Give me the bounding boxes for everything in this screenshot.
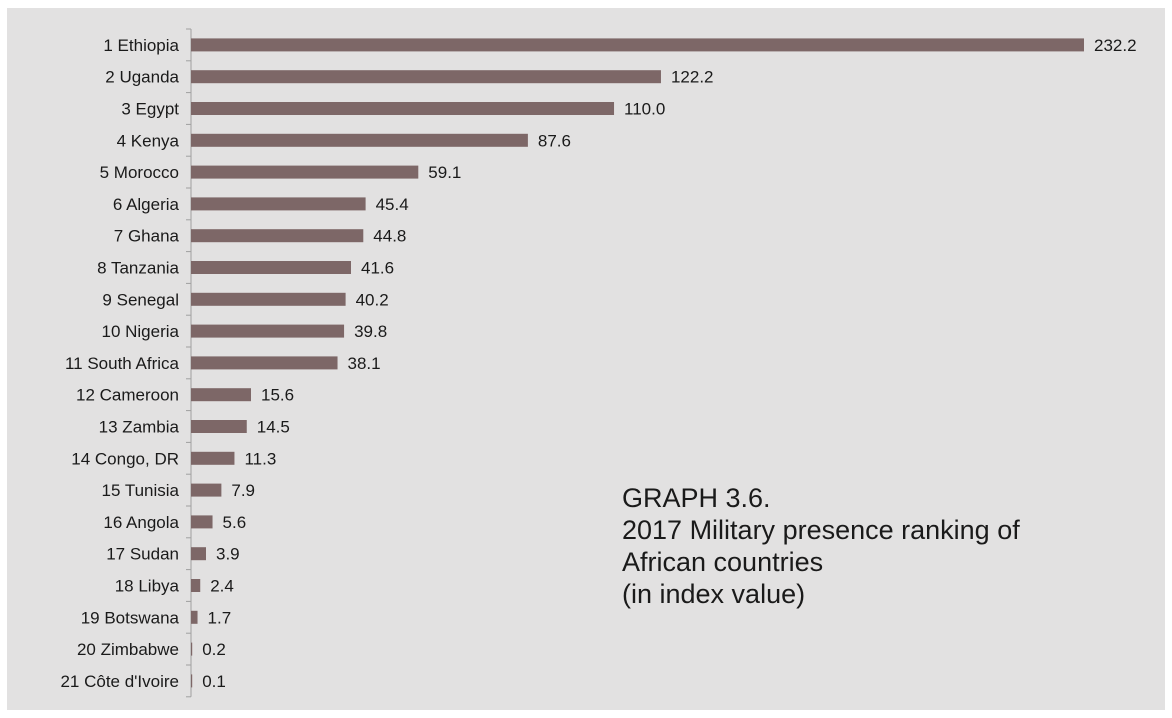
value-label: 40.2 (356, 290, 389, 309)
bar-chart: 1 Ethiopia 2 Uganda 3 Egypt 4 Kenya 5 Morocc… (60, 28, 1137, 698)
category-label: 19 Botswana (81, 608, 180, 627)
value-labels: 232.2 122.2 110.0 87.6 59.1 45.4 44.8 41.6 40.2 3… (202, 36, 1136, 691)
value-label: 15.6 (261, 386, 294, 405)
bar (191, 229, 364, 243)
category-labels: 1 Ethiopia 2 Uganda 3 Egypt 4 Kenya 5 Morocc… (60, 36, 179, 691)
category-label: 12 Cameroon (76, 386, 179, 405)
bar (191, 483, 222, 497)
category-label: 5 Morocco (100, 163, 179, 182)
value-label: 87.6 (538, 131, 571, 150)
bar (191, 610, 198, 624)
chart-title-line: 2017 Military presence ranking of (622, 515, 1020, 545)
category-label: 14 Congo, DR (71, 449, 179, 468)
category-label: 1 Ethiopia (103, 36, 179, 55)
bar (191, 515, 213, 529)
bar (191, 642, 193, 656)
bar (191, 70, 661, 84)
category-label: 17 Sudan (106, 545, 179, 564)
chart-title-line: (in index value) (622, 579, 806, 609)
value-label: 110.0 (624, 100, 665, 119)
value-label: 7.9 (231, 481, 255, 500)
bar (191, 420, 247, 433)
chart-title-line: African countries (622, 547, 824, 577)
category-axis (186, 28, 192, 698)
category-label: 3 Egypt (121, 100, 179, 119)
value-label: 41.6 (361, 259, 394, 278)
chart-title: GRAPH 3.6. 2017 Military presence rankin… (622, 482, 1142, 610)
category-label: 21 Côte d'Ivoire (60, 672, 179, 691)
category-label: 7 Ghana (114, 227, 180, 246)
bar (191, 579, 201, 592)
bar (191, 197, 366, 211)
value-label: 0.1 (202, 672, 226, 691)
bar (191, 324, 345, 338)
category-label: 13 Zambia (99, 418, 180, 437)
bar (191, 165, 419, 179)
category-label: 10 Nigeria (102, 322, 180, 341)
category-label: 15 Tunisia (102, 481, 180, 500)
bar (191, 388, 251, 402)
bar (191, 133, 528, 147)
category-label: 18 Libya (115, 577, 180, 596)
category-label: 20 Zimbabwe (77, 640, 179, 659)
bar (191, 674, 193, 688)
category-label: 9 Senegal (102, 290, 179, 309)
category-label: 2 Uganda (105, 68, 179, 87)
bar (191, 356, 338, 370)
bar (191, 102, 615, 115)
value-label: 59.1 (428, 163, 461, 182)
category-label: 11 South Africa (65, 354, 180, 373)
value-label: 44.8 (373, 227, 406, 246)
category-label: 6 Algeria (113, 195, 180, 214)
value-label: 38.1 (348, 354, 381, 373)
value-label: 39.8 (354, 322, 387, 341)
value-label: 14.5 (257, 418, 290, 437)
bar (191, 261, 351, 274)
value-label: 45.4 (376, 195, 409, 214)
chart-area: 1 Ethiopia 2 Uganda 3 Egypt 4 Kenya 5 Morocc… (7, 8, 1165, 710)
bars (191, 38, 1084, 688)
bar (191, 292, 346, 306)
value-label: 122.2 (671, 68, 714, 87)
category-label: 8 Tanzania (97, 259, 179, 278)
value-label: 11.3 (244, 449, 276, 468)
value-label: 5.6 (223, 513, 247, 532)
value-label: 1.7 (208, 608, 232, 627)
value-label: 0.2 (202, 640, 226, 659)
category-label: 16 Angola (103, 513, 179, 532)
value-label: 2.4 (210, 577, 234, 596)
value-label: 3.9 (216, 545, 240, 564)
category-label: 4 Kenya (117, 131, 180, 150)
bar (191, 451, 235, 465)
bar (191, 547, 206, 561)
bar (191, 38, 1084, 52)
chart-title-line: GRAPH 3.6. (622, 483, 771, 513)
value-label: 232.2 (1094, 36, 1137, 55)
